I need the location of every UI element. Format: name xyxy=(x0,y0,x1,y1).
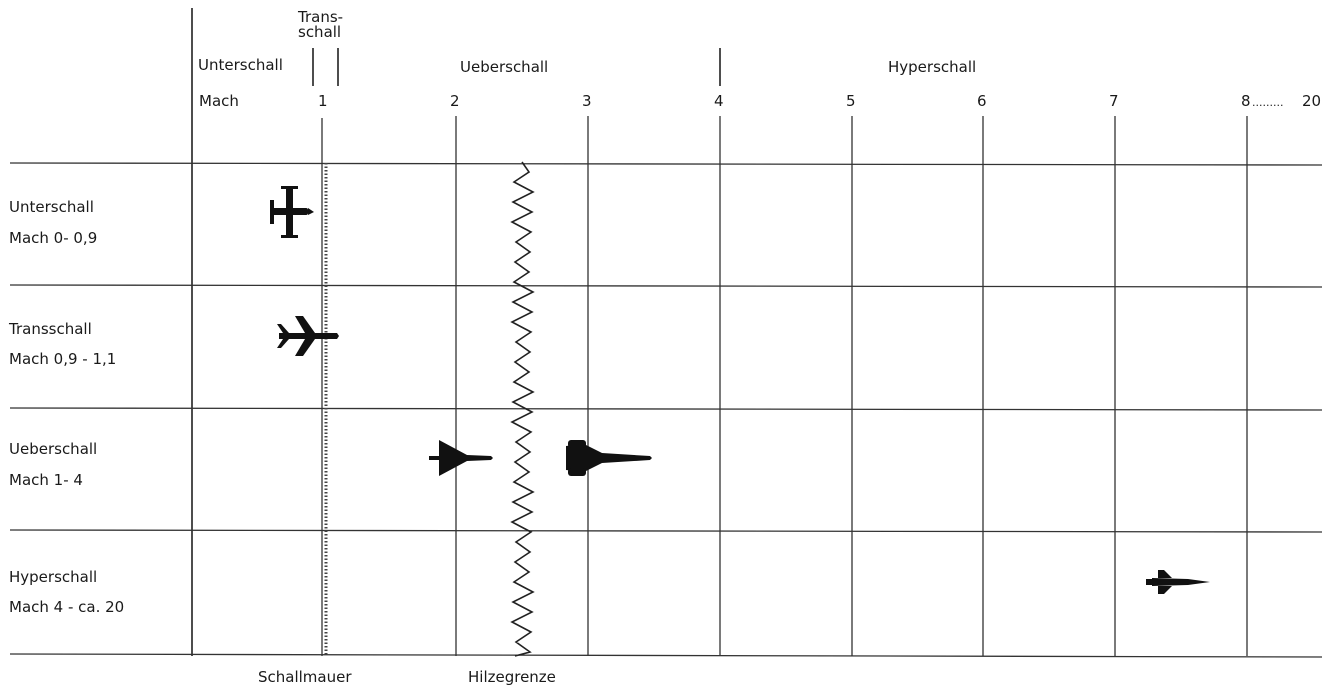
header-mach: Mach xyxy=(199,92,239,110)
mach-tick-label: 2 xyxy=(450,92,460,110)
vertical-grid xyxy=(455,116,1248,656)
mach3-jet-icon xyxy=(566,440,652,476)
row-line-1 xyxy=(9,284,1323,288)
row-labels: Unterschall Mach 0- 0,9 Transschall Mach… xyxy=(8,198,124,616)
mach-tick-label-8: 8 xyxy=(1241,92,1251,110)
row-label-hyperschall: Hyperschall xyxy=(9,568,97,586)
swept-wing-jet-icon xyxy=(277,316,339,356)
header-transschall-2: schall xyxy=(298,23,341,41)
mach-tick-dots: ......... xyxy=(1252,96,1283,109)
row-range-ueberschall: Mach 1- 4 xyxy=(9,471,83,489)
mach-tick-labels: 1 2 3 4 5 6 7 8 ......... 20 xyxy=(318,92,1321,110)
hypersonic-plane-icon xyxy=(1146,570,1210,594)
mach-tick-label: 3 xyxy=(582,92,592,110)
mach-tick-label-20: 20 xyxy=(1302,92,1321,110)
row-label-unterschall: Unterschall xyxy=(9,198,94,216)
hitzegrenze-wavy-line xyxy=(510,161,535,657)
schallmauer-barrier xyxy=(321,118,328,656)
mach-tick-label: 1 xyxy=(318,92,328,110)
delta-wing-jet-icon xyxy=(429,440,493,476)
label-schallmauer: Schallmauer xyxy=(258,668,352,686)
row-line-bottom xyxy=(9,653,1323,658)
header-unterschall: Unterschall xyxy=(198,56,283,74)
mach-tick-label: 7 xyxy=(1109,92,1119,110)
label-hitzegrenze: Hilzegrenze xyxy=(468,668,556,686)
row-range-transschall: Mach 0,9 - 1,1 xyxy=(9,350,116,368)
header-ueberschall: Ueberschall xyxy=(460,58,548,76)
propeller-plane-icon xyxy=(270,186,314,238)
row-line-top xyxy=(9,162,1323,166)
row-label-transschall: Transschall xyxy=(8,320,92,338)
row-line-3 xyxy=(9,529,1323,533)
row-range-hyperschall: Mach 4 - ca. 20 xyxy=(9,598,124,616)
row-label-ueberschall: Ueberschall xyxy=(9,440,97,458)
row-line-2 xyxy=(9,407,1323,411)
horizontal-grid xyxy=(9,162,1323,658)
header-hyperschall: Hyperschall xyxy=(888,58,976,76)
header-transschall-1: Trans- xyxy=(297,8,343,26)
mach-tick-label: 4 xyxy=(714,92,724,110)
mach-tick-label: 5 xyxy=(846,92,856,110)
mach-tick-label: 6 xyxy=(977,92,987,110)
row-range-unterschall: Mach 0- 0,9 xyxy=(9,229,97,247)
